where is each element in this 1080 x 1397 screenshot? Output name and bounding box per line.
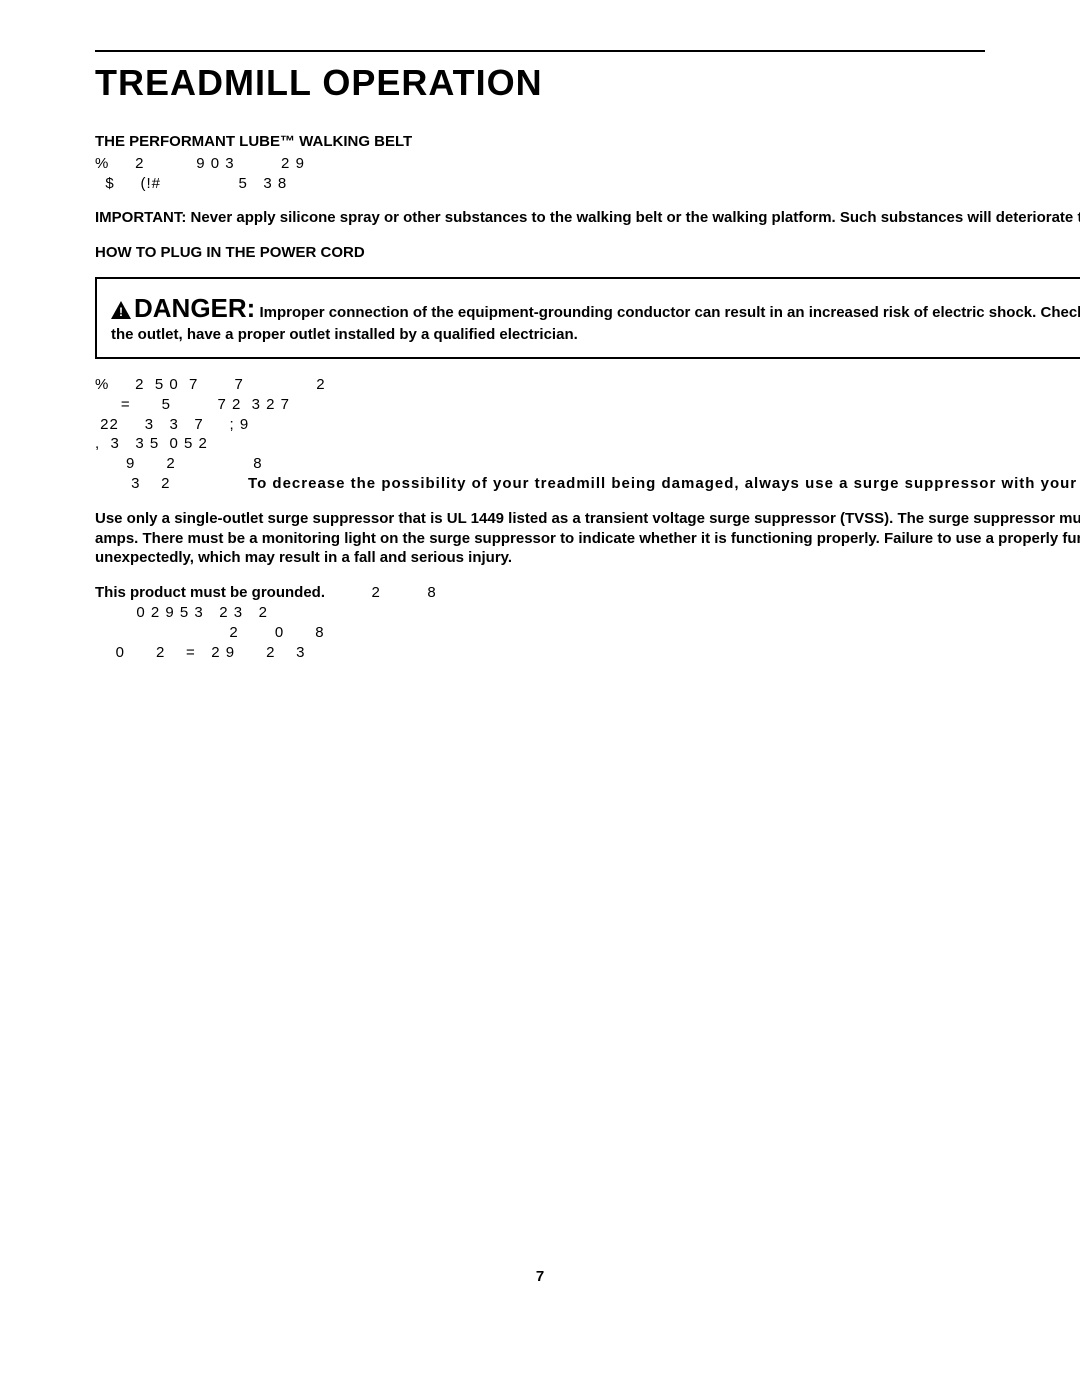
danger-callout: ! DANGER: Improper connection of the equ…: [95, 277, 1080, 359]
danger-body: of the equipment-grounding conductor can…: [111, 304, 1080, 343]
page-title: TREADMILL OPERATION: [95, 62, 985, 104]
important-paragraph: IMPORTANT: Never apply silicone spray or…: [95, 208, 1080, 228]
surge-spec-paragraph: Use only a single-outlet surge suppresso…: [95, 509, 1080, 568]
danger-word: DANGER:: [134, 293, 255, 323]
top-rule: [95, 50, 985, 52]
subhead-plug: HOW TO PLUG IN THE POWER CORD: [95, 243, 1080, 263]
garbled-text-2: % 2 5 0 7 7 2 = 5 7 2 3 2 7 22 3 3 7 ; 9…: [95, 375, 1080, 494]
subhead-lube: THE PERFORMANT LUBE™ WALKING BELT: [95, 132, 1080, 152]
grounded-paragraph: This product must be grounded. 2 8 0 2 9…: [95, 583, 1080, 662]
two-column-layout: THE PERFORMANT LUBE™ WALKING BELT % 2 9 …: [95, 126, 985, 1242]
warning-triangle-icon: !: [111, 301, 131, 325]
left-column: THE PERFORMANT LUBE™ WALKING BELT % 2 9 …: [95, 126, 1080, 1242]
page-number: 7: [95, 1268, 985, 1285]
svg-text:!: !: [119, 305, 123, 319]
garbled-text-1: % 2 9 0 3 2 9 $ (!# 5 3 8: [95, 154, 1080, 194]
manual-page: TREADMILL OPERATION THE PERFORMANT LUBE™…: [0, 0, 1080, 1325]
danger-lead: Improper connection: [260, 304, 409, 321]
